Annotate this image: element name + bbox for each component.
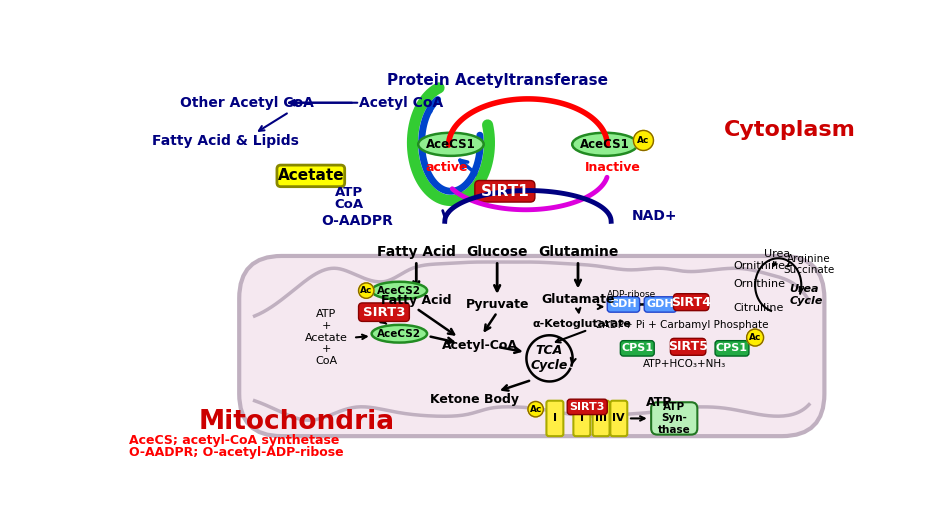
Text: Glutamine: Glutamine [538,245,619,259]
Text: Acetyl CoA: Acetyl CoA [359,96,443,110]
Text: O-AADPR; O-acetyl-ADP-ribose: O-AADPR; O-acetyl-ADP-ribose [129,446,344,459]
FancyBboxPatch shape [620,341,654,356]
Text: I: I [553,413,556,424]
Circle shape [358,283,374,298]
Text: ATP: ATP [646,396,672,409]
Text: ADP-ribose: ADP-ribose [607,290,656,299]
FancyBboxPatch shape [607,297,639,312]
Text: SIRT1: SIRT1 [480,184,529,199]
Text: Arginine
Succinate: Arginine Succinate [783,254,835,275]
Text: ATP
+
Acetate
+
CoA: ATP + Acetate + CoA [305,310,348,366]
FancyBboxPatch shape [239,256,824,436]
Text: ATP
Syn-
thase: ATP Syn- thase [658,402,691,435]
Text: GDH: GDH [610,299,637,310]
FancyBboxPatch shape [546,401,563,436]
Text: Ac: Ac [360,286,372,295]
Text: active: active [426,161,468,174]
Text: I: I [580,413,584,424]
Text: SIRT3: SIRT3 [570,402,605,412]
FancyBboxPatch shape [670,338,706,356]
Text: Acetate: Acetate [277,168,344,183]
Text: Urea
Cycle: Urea Cycle [790,284,823,306]
Text: 2ADP+ Pi + Carbamyl Phosphate: 2ADP+ Pi + Carbamyl Phosphate [596,320,768,330]
FancyBboxPatch shape [651,402,697,434]
Text: Ornithine: Ornithine [733,279,785,288]
Ellipse shape [371,282,427,299]
Text: AceCS1: AceCS1 [580,138,630,151]
Text: GDH: GDH [647,299,674,310]
Text: Urea: Urea [764,249,791,260]
FancyBboxPatch shape [358,303,410,321]
Text: SIRT5: SIRT5 [668,341,708,353]
Text: Mitochondria: Mitochondria [199,409,395,434]
Text: TCA
Cycle: TCA Cycle [531,344,568,373]
Text: Glutamate: Glutamate [541,293,615,305]
Text: Fatty Acid & Lipids: Fatty Acid & Lipids [152,134,299,148]
FancyBboxPatch shape [715,341,749,356]
Text: α-Ketoglutarate: α-Ketoglutarate [532,319,632,329]
FancyBboxPatch shape [644,297,677,312]
Text: CPS1: CPS1 [621,343,653,353]
Text: O-AADPR: O-AADPR [321,214,393,228]
Text: Inactive: Inactive [585,161,640,174]
FancyBboxPatch shape [673,294,709,311]
Text: Cytoplasm: Cytoplasm [724,120,855,140]
FancyBboxPatch shape [573,401,590,436]
Text: Glucose: Glucose [466,245,528,259]
Ellipse shape [572,133,637,156]
Text: Ketone Body: Ketone Body [430,393,519,406]
Text: AceCS2: AceCS2 [377,329,421,338]
Text: NAD+: NAD+ [632,209,678,223]
Text: Acetyl-CoA: Acetyl-CoA [442,339,518,352]
Text: IV: IV [613,413,625,424]
Text: AceCS2: AceCS2 [377,286,421,296]
Circle shape [746,329,763,346]
Text: Citrulline: Citrulline [734,303,784,313]
Text: Fatty Acid: Fatty Acid [377,245,456,259]
Text: Fatty Acid: Fatty Acid [381,294,451,307]
Text: Ac: Ac [637,136,650,145]
FancyBboxPatch shape [610,401,627,436]
Text: Protein Acetyltransferase: Protein Acetyltransferase [386,73,607,88]
Text: AceCS1: AceCS1 [426,138,476,151]
Ellipse shape [371,325,427,343]
Text: CoA: CoA [335,198,364,211]
Circle shape [528,401,543,417]
Text: SIRT4: SIRT4 [671,296,712,309]
FancyBboxPatch shape [277,165,345,187]
Text: ATP: ATP [336,186,364,199]
Circle shape [634,131,653,151]
FancyBboxPatch shape [567,399,607,414]
Text: Ornithine: Ornithine [733,261,785,271]
Text: III: III [595,413,607,424]
Text: Other Acetyl CoA: Other Acetyl CoA [180,96,314,110]
Text: AceCS; acetyl-CoA synthetase: AceCS; acetyl-CoA synthetase [129,434,339,447]
Text: SIRT3: SIRT3 [363,305,405,319]
FancyBboxPatch shape [475,181,535,202]
Text: Ac: Ac [529,405,541,414]
Text: CPS1: CPS1 [716,343,748,353]
Text: Pyruvate: Pyruvate [465,298,529,311]
Text: ATP+HCO₃+NH₃: ATP+HCO₃+NH₃ [643,359,726,369]
FancyBboxPatch shape [592,401,609,436]
Text: Ac: Ac [749,333,761,342]
Ellipse shape [418,133,484,156]
